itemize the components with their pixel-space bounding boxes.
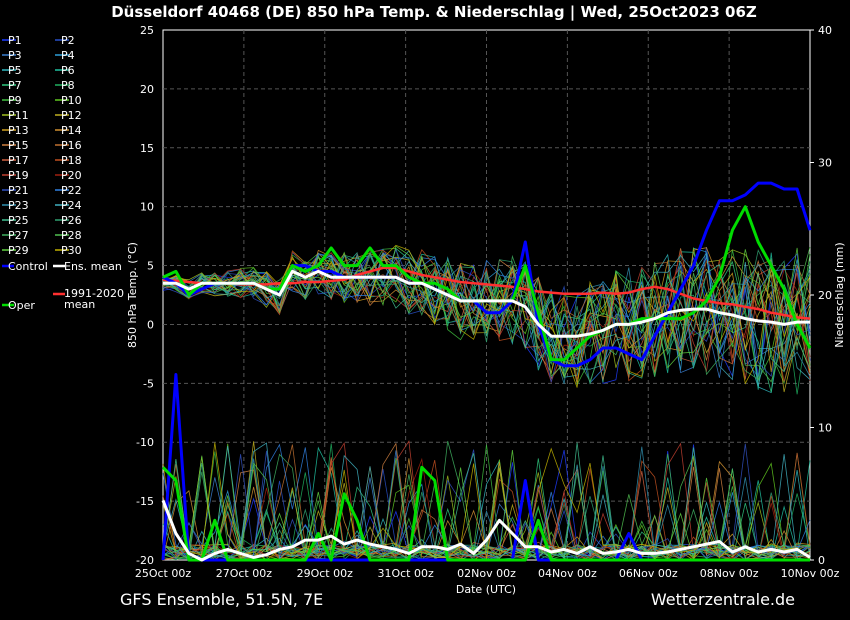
legend-label: P21 bbox=[8, 184, 29, 197]
x-tick-label: 29Oct 00z bbox=[297, 567, 354, 580]
member-temp-line bbox=[162, 252, 811, 373]
legend-label: P29 bbox=[8, 244, 29, 257]
y-tick-label: -5 bbox=[143, 377, 154, 390]
x-tick-label: 10Nov 00z bbox=[781, 567, 840, 580]
legend-label: P6 bbox=[61, 64, 75, 77]
x-tick-label: 27Oct 00z bbox=[216, 567, 273, 580]
footer-right: Wetterzentrale.de bbox=[651, 590, 795, 609]
y2-axis-label: Niederschlag (mm) bbox=[833, 242, 846, 347]
x-tick-label: 31Oct 00z bbox=[377, 567, 434, 580]
legend-label: P3 bbox=[8, 49, 22, 62]
series-line-1991-2020-mean bbox=[162, 266, 811, 320]
legend-label-climate-1: 1991-2020 bbox=[64, 287, 124, 300]
chart-title: Düsseldorf 40468 (DE) 850 hPa Temp. & Ni… bbox=[111, 3, 757, 22]
legend-label: P20 bbox=[61, 169, 82, 182]
legend-label: P14 bbox=[61, 124, 82, 137]
legend-label: P11 bbox=[8, 109, 29, 122]
member-temp-line bbox=[162, 250, 811, 384]
series-line-ens-mean bbox=[163, 269, 810, 338]
legend-label: P13 bbox=[8, 124, 29, 137]
member-precip-line bbox=[162, 450, 811, 560]
y-tick-label: 20 bbox=[140, 83, 154, 96]
y2-tick-label: 20 bbox=[818, 289, 832, 302]
y-axis-label: 850 hPa Temp. (°C) bbox=[126, 242, 139, 348]
legend-label-control: Control bbox=[8, 260, 48, 273]
y-tick-label: 25 bbox=[140, 24, 154, 37]
legend-label: P15 bbox=[8, 139, 29, 152]
x-tick-label: 02Nov 00z bbox=[457, 567, 516, 580]
y-tick-label: -20 bbox=[136, 554, 154, 567]
y-axis-ticks: 25 20 15 10 5 0 -5 -10 -15 -20 bbox=[136, 24, 154, 567]
legend-label: P22 bbox=[61, 184, 82, 197]
legend-label: P27 bbox=[8, 229, 29, 242]
legend-label: P30 bbox=[61, 244, 82, 257]
legend: P1 P2 P3 P4 P5 P6 P7 P8 P9 P10 P11 P12 P13 P14 P15 P16 P… bbox=[2, 34, 124, 312]
y-tick-label: 10 bbox=[140, 201, 154, 214]
legend-label: P9 bbox=[8, 94, 22, 107]
y2-tick-label: 30 bbox=[818, 157, 832, 170]
x-tick-label: 25Oct 00z bbox=[135, 567, 192, 580]
x-axis-ticks: 25Oct 00z 27Oct 00z 29Oct 00z 31Oct 00z 02No… bbox=[135, 567, 840, 580]
member-temp-line bbox=[162, 247, 811, 386]
series-line-ens-mean-precip bbox=[161, 499, 811, 562]
legend-label: P26 bbox=[61, 214, 82, 227]
legend-label-ens-mean: Ens. mean bbox=[64, 260, 122, 273]
legend-label: P7 bbox=[8, 79, 22, 92]
legend-label: P1 bbox=[8, 34, 22, 47]
y2-tick-label: 40 bbox=[818, 24, 832, 37]
legend-label: P18 bbox=[61, 154, 82, 167]
y-tick-label: 15 bbox=[140, 142, 154, 155]
legend-label: P25 bbox=[8, 214, 29, 227]
legend-label-climate-2: mean bbox=[64, 298, 95, 311]
legend-label: P4 bbox=[61, 49, 75, 62]
x-tick-label: 06Nov 00z bbox=[619, 567, 678, 580]
y2-tick-label: 0 bbox=[818, 554, 825, 567]
y2-axis-ticks: 40 30 20 10 0 bbox=[810, 24, 832, 567]
x-tick-label: 08Nov 00z bbox=[700, 567, 759, 580]
legend-label: P16 bbox=[61, 139, 82, 152]
legend-label: P23 bbox=[8, 199, 29, 212]
member-precip-line bbox=[162, 467, 811, 561]
legend-label: P19 bbox=[8, 169, 29, 182]
y-tick-label: 0 bbox=[147, 318, 154, 331]
member-temp-line bbox=[162, 252, 811, 387]
legend-label: P2 bbox=[61, 34, 75, 47]
member-precip-line bbox=[162, 443, 811, 561]
y-tick-label: -10 bbox=[136, 436, 154, 449]
x-tick-label: 04Nov 00z bbox=[538, 567, 597, 580]
member-temp-line bbox=[162, 252, 811, 384]
y-tick-label: -15 bbox=[136, 495, 154, 508]
x-axis-label: Date (UTC) bbox=[456, 583, 516, 596]
y-tick-label: 5 bbox=[147, 260, 154, 273]
legend-label-oper: Oper bbox=[8, 299, 35, 312]
series-line-oper-precip bbox=[161, 465, 810, 562]
main-series bbox=[161, 181, 812, 562]
member-temp-line bbox=[162, 251, 811, 390]
y2-tick-label: 10 bbox=[818, 422, 832, 435]
member-precip-line bbox=[162, 454, 811, 561]
legend-label: P10 bbox=[61, 94, 82, 107]
legend-label: P12 bbox=[61, 109, 82, 122]
legend-label: P24 bbox=[61, 199, 82, 212]
legend-label: P5 bbox=[8, 64, 22, 77]
legend-label: P17 bbox=[8, 154, 29, 167]
legend-label: P8 bbox=[61, 79, 75, 92]
member-precip-line bbox=[162, 442, 811, 560]
member-temp-line bbox=[162, 249, 811, 371]
legend-label: P28 bbox=[61, 229, 82, 242]
member-precip-line bbox=[162, 446, 811, 561]
footer-left: GFS Ensemble, 51.5N, 7E bbox=[120, 590, 323, 609]
